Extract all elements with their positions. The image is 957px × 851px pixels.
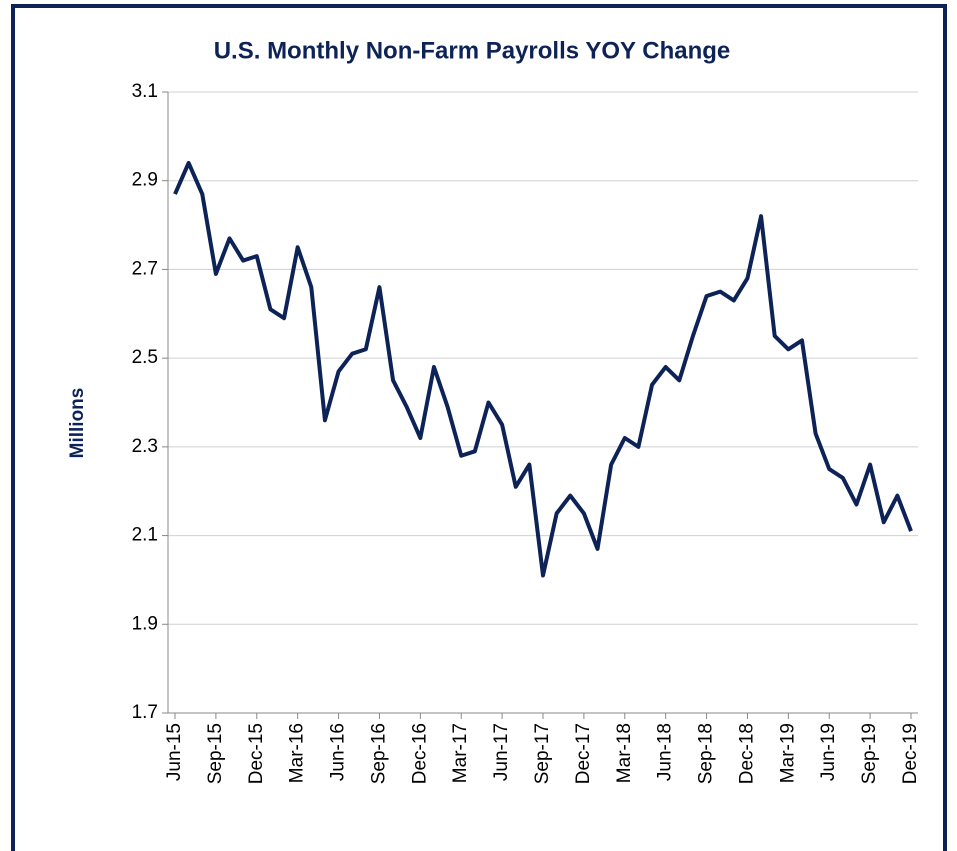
x-tick-label: Dec-17	[573, 723, 594, 784]
x-tick-label: Sep-16	[368, 723, 389, 784]
x-tick-label: Jun-19	[818, 723, 839, 781]
y-tick-label: 1.7	[132, 702, 158, 723]
x-tick-label: Sep-15	[205, 723, 226, 784]
y-tick-label: 2.1	[132, 525, 158, 546]
x-tick-label: Mar-19	[777, 723, 798, 783]
x-tick-label: Mar-16	[287, 723, 308, 783]
y-tick-label: 2.5	[132, 347, 158, 368]
x-tick-label: Mar-17	[450, 723, 471, 783]
x-tick-label: Jun-18	[655, 723, 676, 781]
x-tick-label: Dec-18	[736, 723, 757, 784]
frame	[11, 4, 947, 851]
x-tick-label: Jun-16	[328, 723, 349, 781]
chart-title: U.S. Monthly Non-Farm Payrolls YOY Chang…	[214, 37, 731, 64]
y-axis-label: Millions	[67, 388, 88, 459]
y-tick-label: 1.9	[132, 613, 158, 634]
x-tick-label: Dec-19	[900, 723, 921, 784]
x-tick-label: Sep-17	[532, 723, 553, 784]
x-tick-label: Dec-16	[409, 723, 430, 784]
line	[173, 160, 913, 578]
x-tick-label: Sep-18	[696, 723, 717, 784]
y-tick-label: 2.7	[132, 258, 158, 279]
x-tick-label: Sep-19	[859, 723, 880, 784]
x-tick-label: Mar-18	[614, 723, 635, 783]
x-tick-label: Jun-17	[491, 723, 512, 781]
y-tick-label: 2.9	[132, 170, 158, 191]
y-tick-label: 2.3	[132, 436, 158, 457]
y-tick-label: 3.1	[132, 81, 158, 102]
x-tick-label: Dec-15	[246, 723, 267, 784]
x-tick-label: Jun-15	[164, 723, 185, 781]
